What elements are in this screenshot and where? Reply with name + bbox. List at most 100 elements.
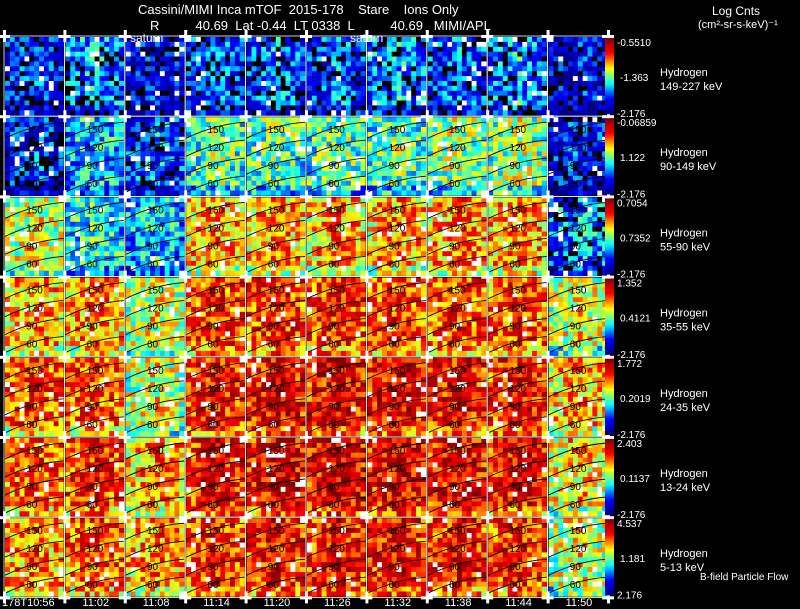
pixel bbox=[396, 190, 402, 196]
pixel bbox=[179, 95, 185, 101]
pixel bbox=[150, 251, 156, 257]
pixel bbox=[29, 127, 35, 133]
pixel bbox=[452, 90, 458, 96]
pixel bbox=[466, 76, 472, 82]
pixel bbox=[345, 46, 352, 52]
pixel bbox=[355, 151, 361, 157]
contour-label: 60 bbox=[509, 179, 521, 190]
pixel bbox=[234, 226, 241, 232]
pixel bbox=[169, 270, 175, 276]
pixel bbox=[502, 90, 508, 96]
pixel bbox=[34, 37, 40, 43]
pixel bbox=[382, 110, 388, 116]
pixel bbox=[145, 156, 151, 162]
pixel bbox=[210, 175, 216, 182]
pixel bbox=[457, 90, 463, 96]
pixel bbox=[9, 100, 16, 106]
pixel bbox=[34, 71, 40, 77]
pixel bbox=[336, 122, 342, 128]
pixel bbox=[215, 212, 221, 218]
pixel bbox=[536, 95, 543, 101]
pixel bbox=[145, 85, 151, 92]
pixel bbox=[290, 110, 296, 116]
pixel bbox=[437, 127, 443, 133]
pixel bbox=[256, 251, 262, 257]
pixel bbox=[295, 251, 301, 257]
pixel bbox=[140, 46, 146, 52]
pixel bbox=[234, 251, 241, 257]
pixel bbox=[220, 171, 226, 177]
pixel bbox=[285, 85, 291, 92]
pixel bbox=[43, 171, 50, 177]
pixel bbox=[135, 190, 141, 196]
pixel bbox=[256, 76, 262, 82]
pixel bbox=[230, 251, 236, 257]
pixel bbox=[382, 76, 388, 82]
pixel bbox=[461, 85, 468, 92]
pixel bbox=[507, 76, 513, 82]
pixel bbox=[476, 95, 482, 101]
pixel bbox=[114, 151, 120, 157]
pixel bbox=[251, 190, 257, 196]
pixel bbox=[130, 141, 136, 147]
pixel bbox=[65, 260, 71, 267]
pixel bbox=[34, 105, 40, 111]
pixel bbox=[89, 105, 95, 111]
pixel bbox=[336, 175, 342, 182]
pixel bbox=[135, 122, 141, 128]
pixel bbox=[548, 175, 554, 182]
pixel bbox=[386, 156, 393, 162]
pixel bbox=[14, 231, 20, 237]
pixel bbox=[230, 136, 236, 142]
pixel bbox=[587, 156, 593, 162]
pixel bbox=[321, 56, 327, 62]
contour-line bbox=[125, 237, 185, 255]
pixel bbox=[280, 251, 286, 257]
pixel bbox=[159, 241, 166, 247]
pixel bbox=[577, 100, 583, 106]
pixel bbox=[39, 180, 45, 186]
pixel bbox=[195, 217, 202, 223]
pixel bbox=[345, 146, 352, 152]
pixel bbox=[416, 66, 422, 72]
pixel bbox=[466, 105, 472, 111]
pixel bbox=[29, 202, 35, 208]
pixel bbox=[205, 66, 211, 72]
pixel bbox=[471, 81, 477, 87]
pixel bbox=[311, 41, 318, 48]
pixel bbox=[195, 221, 202, 227]
pixel bbox=[497, 81, 504, 87]
pixel bbox=[536, 105, 543, 111]
pixel bbox=[200, 66, 206, 72]
pixel bbox=[48, 90, 54, 96]
pixel bbox=[326, 190, 332, 196]
pixel bbox=[377, 66, 383, 72]
pixel bbox=[517, 190, 523, 196]
pixel bbox=[99, 51, 105, 57]
pixel bbox=[372, 71, 378, 77]
pixel bbox=[461, 166, 468, 172]
pixel bbox=[447, 175, 453, 182]
pixel bbox=[406, 105, 412, 111]
pixel bbox=[34, 41, 40, 48]
pixel bbox=[239, 66, 245, 72]
pixel bbox=[84, 221, 91, 227]
pixel bbox=[150, 76, 156, 82]
pixel bbox=[507, 71, 513, 77]
pixel bbox=[261, 122, 267, 128]
pixel bbox=[84, 37, 91, 43]
pixel bbox=[432, 61, 438, 67]
pixel bbox=[360, 141, 366, 147]
pixel bbox=[437, 185, 443, 191]
pixel bbox=[191, 41, 197, 48]
pixel bbox=[527, 85, 533, 92]
pixel bbox=[29, 37, 35, 43]
pixel bbox=[280, 171, 286, 177]
pixel bbox=[391, 76, 397, 82]
pixel bbox=[261, 161, 267, 167]
pixel bbox=[114, 256, 120, 262]
pixel bbox=[568, 146, 574, 152]
pixel bbox=[432, 110, 438, 116]
pixel bbox=[280, 166, 286, 172]
pixel bbox=[401, 166, 407, 172]
